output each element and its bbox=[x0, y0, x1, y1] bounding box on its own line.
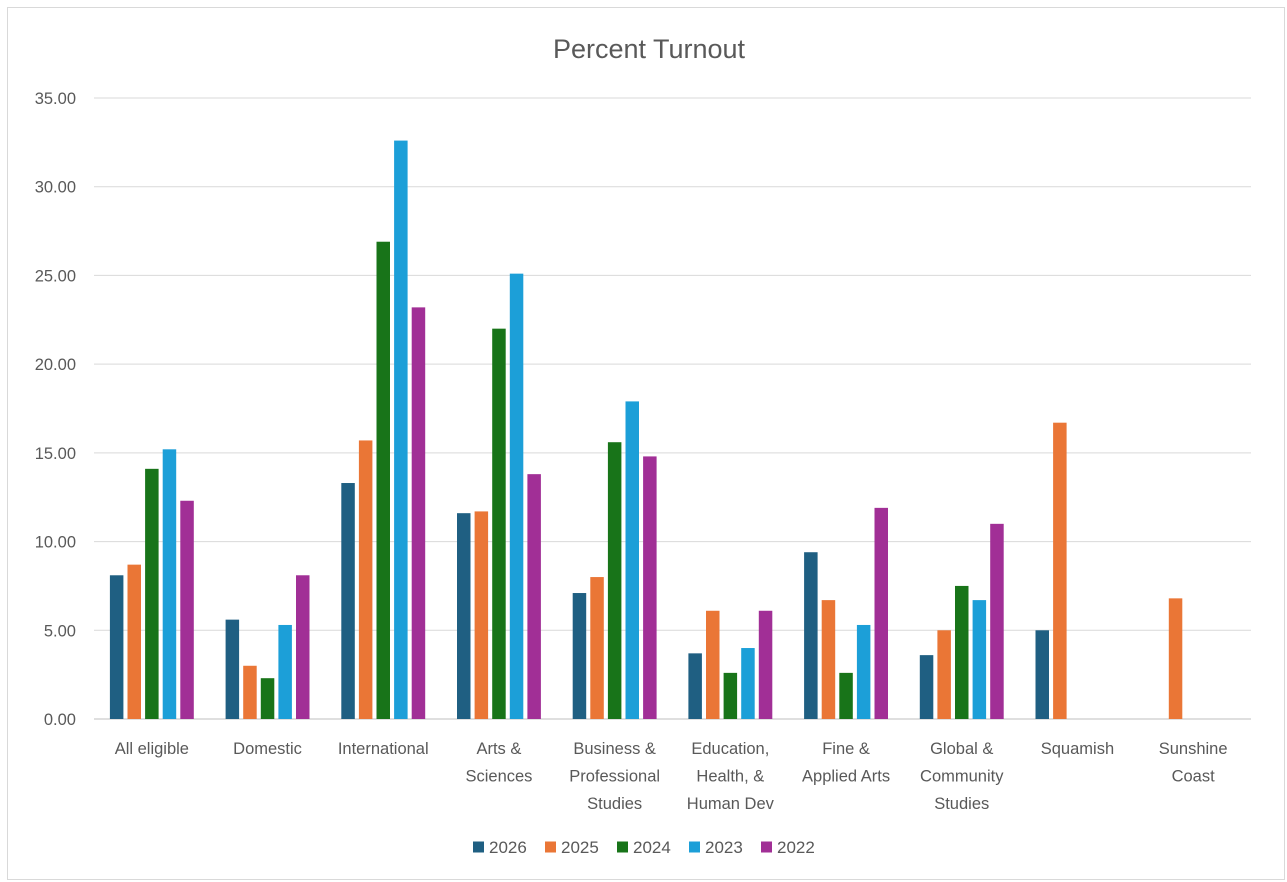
bar bbox=[162, 449, 177, 719]
bar bbox=[341, 483, 355, 719]
legend-swatch bbox=[761, 841, 772, 853]
bar bbox=[856, 624, 871, 719]
bar bbox=[1035, 630, 1049, 719]
bar bbox=[955, 585, 969, 719]
x-category-label: Education, Health, & Human Dev bbox=[687, 740, 775, 813]
bar bbox=[723, 672, 738, 719]
legend-item: 2024 bbox=[617, 838, 671, 857]
y-tick-label: 5.00 bbox=[44, 622, 76, 640]
legend-swatch bbox=[545, 841, 556, 853]
y-tick-label: 25.00 bbox=[35, 267, 76, 285]
bar bbox=[1053, 422, 1067, 719]
x-category-label: Arts & Sciences bbox=[465, 740, 532, 786]
bar bbox=[625, 401, 639, 719]
legend-label: 2025 bbox=[561, 838, 599, 857]
legend-swatch bbox=[473, 841, 484, 853]
legend-item: 2026 bbox=[473, 838, 527, 857]
x-category-label: Sunshine Coast bbox=[1159, 740, 1228, 786]
bar bbox=[296, 575, 310, 719]
legend-label: 2023 bbox=[705, 838, 743, 857]
y-axis-ticks: 0.00 5.00 10.00 15.00 20.00 25.00 30.00 35.00 bbox=[35, 90, 76, 729]
x-category-label: International bbox=[338, 740, 429, 758]
bars bbox=[109, 140, 1183, 719]
bar bbox=[527, 474, 541, 719]
bar bbox=[376, 241, 390, 719]
bar bbox=[394, 140, 408, 719]
bar bbox=[590, 577, 604, 719]
bar bbox=[804, 552, 818, 719]
bar bbox=[706, 610, 720, 719]
y-tick-label: 20.00 bbox=[35, 356, 76, 374]
x-category-label: Domestic bbox=[233, 740, 302, 758]
y-tick-label: 10.00 bbox=[35, 534, 76, 552]
legend-item: 2022 bbox=[761, 838, 815, 857]
bar bbox=[688, 653, 702, 719]
legend-item: 2025 bbox=[545, 838, 599, 857]
bar bbox=[260, 678, 275, 719]
bar bbox=[127, 564, 141, 719]
bar bbox=[758, 610, 773, 719]
chart-area: Percent Turnout 0.00 5.00 10.00 15.00 20.00 2… bbox=[7, 7, 1285, 880]
legend-swatch bbox=[689, 841, 700, 853]
bar bbox=[643, 456, 657, 719]
legend-item: 2023 bbox=[689, 838, 743, 857]
x-category-label: Squamish bbox=[1041, 740, 1114, 758]
x-category-label: Global & Community Studies bbox=[920, 740, 1004, 813]
x-category-label: Fine & Applied Arts bbox=[802, 740, 890, 786]
legend-label: 2026 bbox=[489, 838, 527, 857]
bar bbox=[572, 593, 587, 719]
legend-label: 2022 bbox=[777, 838, 815, 857]
x-axis-categories: All eligible Domestic International Arts & S… bbox=[115, 740, 1228, 813]
bar bbox=[607, 442, 622, 719]
legend-swatch bbox=[617, 841, 628, 853]
bar bbox=[990, 523, 1004, 719]
y-tick-label: 35.00 bbox=[35, 90, 76, 108]
gridlines bbox=[94, 97, 1251, 720]
bar bbox=[278, 624, 292, 719]
bar bbox=[937, 630, 951, 719]
bar bbox=[243, 665, 257, 719]
y-tick-label: 15.00 bbox=[35, 445, 76, 463]
bar bbox=[919, 655, 934, 719]
y-tick-label: 30.00 bbox=[35, 179, 76, 197]
bar bbox=[972, 600, 987, 719]
bar bbox=[741, 648, 755, 719]
bar bbox=[358, 440, 373, 719]
bar bbox=[821, 600, 836, 719]
bar bbox=[145, 468, 159, 719]
bar bbox=[492, 328, 506, 719]
bar bbox=[874, 507, 888, 719]
bar bbox=[180, 500, 194, 719]
bar-chart: Percent Turnout 0.00 5.00 10.00 15.00 20.00 2… bbox=[35, 34, 1251, 857]
legend: 2026 2025 2024 2023 2022 bbox=[473, 838, 815, 857]
bar bbox=[109, 575, 124, 719]
bar bbox=[474, 511, 489, 719]
legend-label: 2024 bbox=[633, 838, 671, 857]
bar bbox=[225, 619, 240, 719]
bar bbox=[1168, 598, 1183, 719]
x-category-label: Business & Professional Studies bbox=[569, 740, 660, 813]
chart-title: Percent Turnout bbox=[553, 34, 746, 64]
y-tick-label: 0.00 bbox=[44, 711, 76, 729]
bar bbox=[839, 672, 853, 719]
x-category-label: All eligible bbox=[115, 740, 189, 758]
bar bbox=[411, 307, 426, 719]
bar bbox=[457, 513, 471, 719]
bar bbox=[509, 273, 524, 719]
